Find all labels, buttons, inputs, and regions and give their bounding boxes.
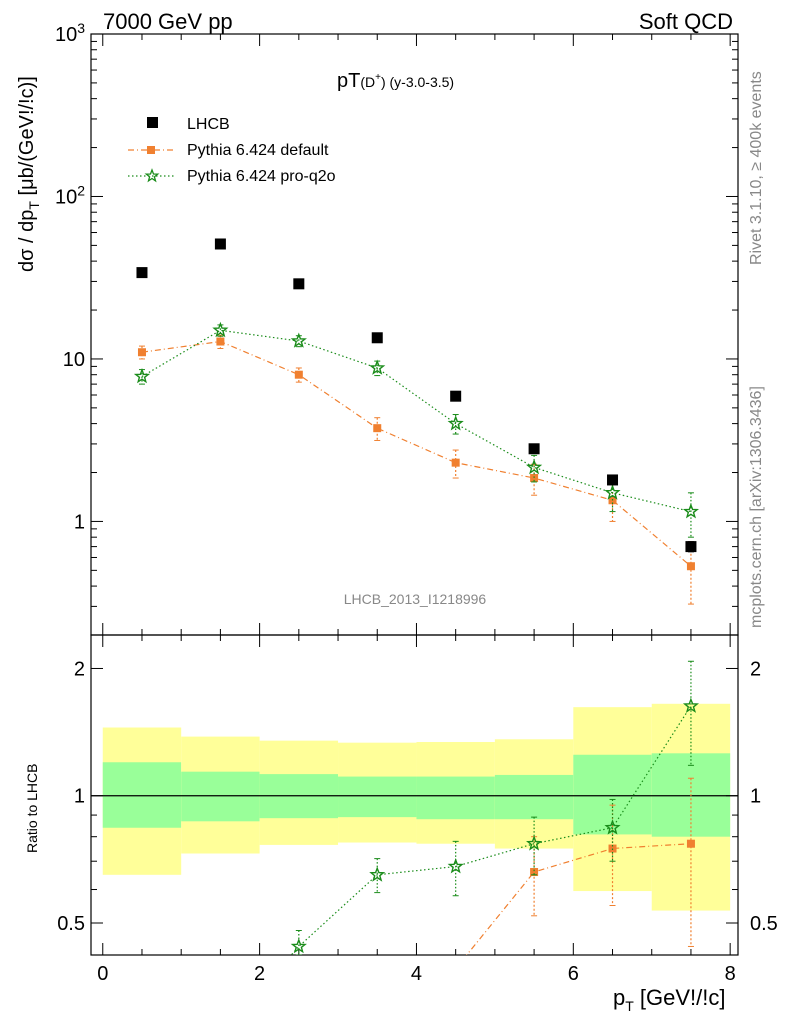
ratio-y-axis-label: Ratio to LHCB xyxy=(24,764,40,853)
legend-marker-proq2o xyxy=(144,168,160,183)
data-point xyxy=(373,424,382,433)
ratio-stat-band xyxy=(181,771,260,822)
data-point xyxy=(682,503,700,519)
data-point xyxy=(604,819,621,835)
data-point xyxy=(451,458,460,467)
x-tick-label: 4 xyxy=(411,963,422,985)
data-point xyxy=(133,367,151,384)
data-point xyxy=(530,868,539,877)
data-point xyxy=(604,484,621,500)
main-y-tick-label: 1 xyxy=(74,511,85,533)
series-line xyxy=(141,329,692,513)
ratio-series-group xyxy=(290,660,699,955)
data-point xyxy=(526,835,543,851)
main-y-tick-label: 103 xyxy=(55,20,85,46)
header-right: Soft QCD xyxy=(639,9,733,34)
x-axis-label: pT [GeV!/!c] xyxy=(613,985,726,1014)
x-tick-label: 0 xyxy=(97,963,108,985)
ratio-stat-band xyxy=(338,776,417,818)
side-label-bottom: mcplots.cern.ch [arXiv:1306.3436] xyxy=(748,386,765,628)
ratio-uncertainty-bands xyxy=(102,703,731,911)
x-tick-label: 6 xyxy=(568,963,579,985)
data-point xyxy=(369,359,386,375)
chart-title: pT(D+) (y-3.0-3.5) xyxy=(337,70,454,92)
main-y-tick-label: 102 xyxy=(55,182,85,208)
ratio-stat-band xyxy=(494,774,574,820)
series-line xyxy=(141,340,692,567)
data-point xyxy=(137,348,146,357)
data-point xyxy=(290,937,307,954)
legend-marker-default xyxy=(147,146,155,154)
ratio-y-tick-label-left: 0.5 xyxy=(57,913,85,935)
legend-label-lhcb: LHCB xyxy=(187,116,230,133)
data-point xyxy=(686,839,695,848)
data-point xyxy=(214,238,226,250)
legend-label-proq2o: Pythia 6.424 pro-q2o xyxy=(187,168,336,185)
data-point xyxy=(686,562,695,571)
main-axis-ticks: 1 10 102 103 xyxy=(55,20,738,636)
data-point xyxy=(530,474,539,483)
x-tick-label: 8 xyxy=(725,963,736,985)
ratio-y-tick-label-right: 2 xyxy=(750,658,761,680)
header-left: 7000 GeV pp xyxy=(103,9,233,34)
data-point xyxy=(369,866,386,882)
legend: LHCB Pythia 6.424 default Pythia 6.424 p… xyxy=(128,116,336,185)
ratio-y-tick-label-right: 1 xyxy=(750,786,761,808)
side-label-top: Rivet 3.1.10, ≥ 400k events xyxy=(748,71,765,265)
legend-marker-lhcb xyxy=(147,117,158,128)
ratio-y-tick-label-left: 1 xyxy=(74,786,85,808)
data-point xyxy=(450,390,462,402)
data-point xyxy=(682,697,699,713)
ratio-axis-ticks: 0.5 0.5 1 1 2 2 0 2 4 6 8 xyxy=(57,635,778,985)
data-point xyxy=(293,278,305,290)
ratio-y-tick-label-left: 2 xyxy=(74,658,85,680)
legend-label-default: Pythia 6.424 default xyxy=(187,142,329,159)
data-point xyxy=(447,857,464,874)
data-point xyxy=(216,337,225,346)
data-point xyxy=(294,370,303,379)
data-point xyxy=(290,332,307,348)
data-point xyxy=(371,332,383,344)
data-point xyxy=(212,321,229,338)
ratio-series-clipped xyxy=(290,660,699,955)
ratio-stat-band xyxy=(416,776,495,820)
data-point xyxy=(528,443,540,455)
data-point xyxy=(136,267,148,279)
main-y-axis-label: dσ / dpT [μb/(GeV!/!c)] xyxy=(16,76,42,272)
ratio-plot-frame xyxy=(90,634,739,956)
data-point xyxy=(685,541,697,553)
data-point xyxy=(526,458,543,475)
x-tick-label: 2 xyxy=(254,963,265,985)
main-y-tick-label: 10 xyxy=(63,349,85,371)
analysis-watermark: LHCB_2013_I1218996 xyxy=(344,591,487,607)
ratio-stat-band xyxy=(102,762,182,828)
data-point xyxy=(607,474,619,486)
ratio-y-tick-label-right: 0.5 xyxy=(750,913,778,935)
data-point xyxy=(447,415,464,431)
main-series-group xyxy=(133,238,700,605)
